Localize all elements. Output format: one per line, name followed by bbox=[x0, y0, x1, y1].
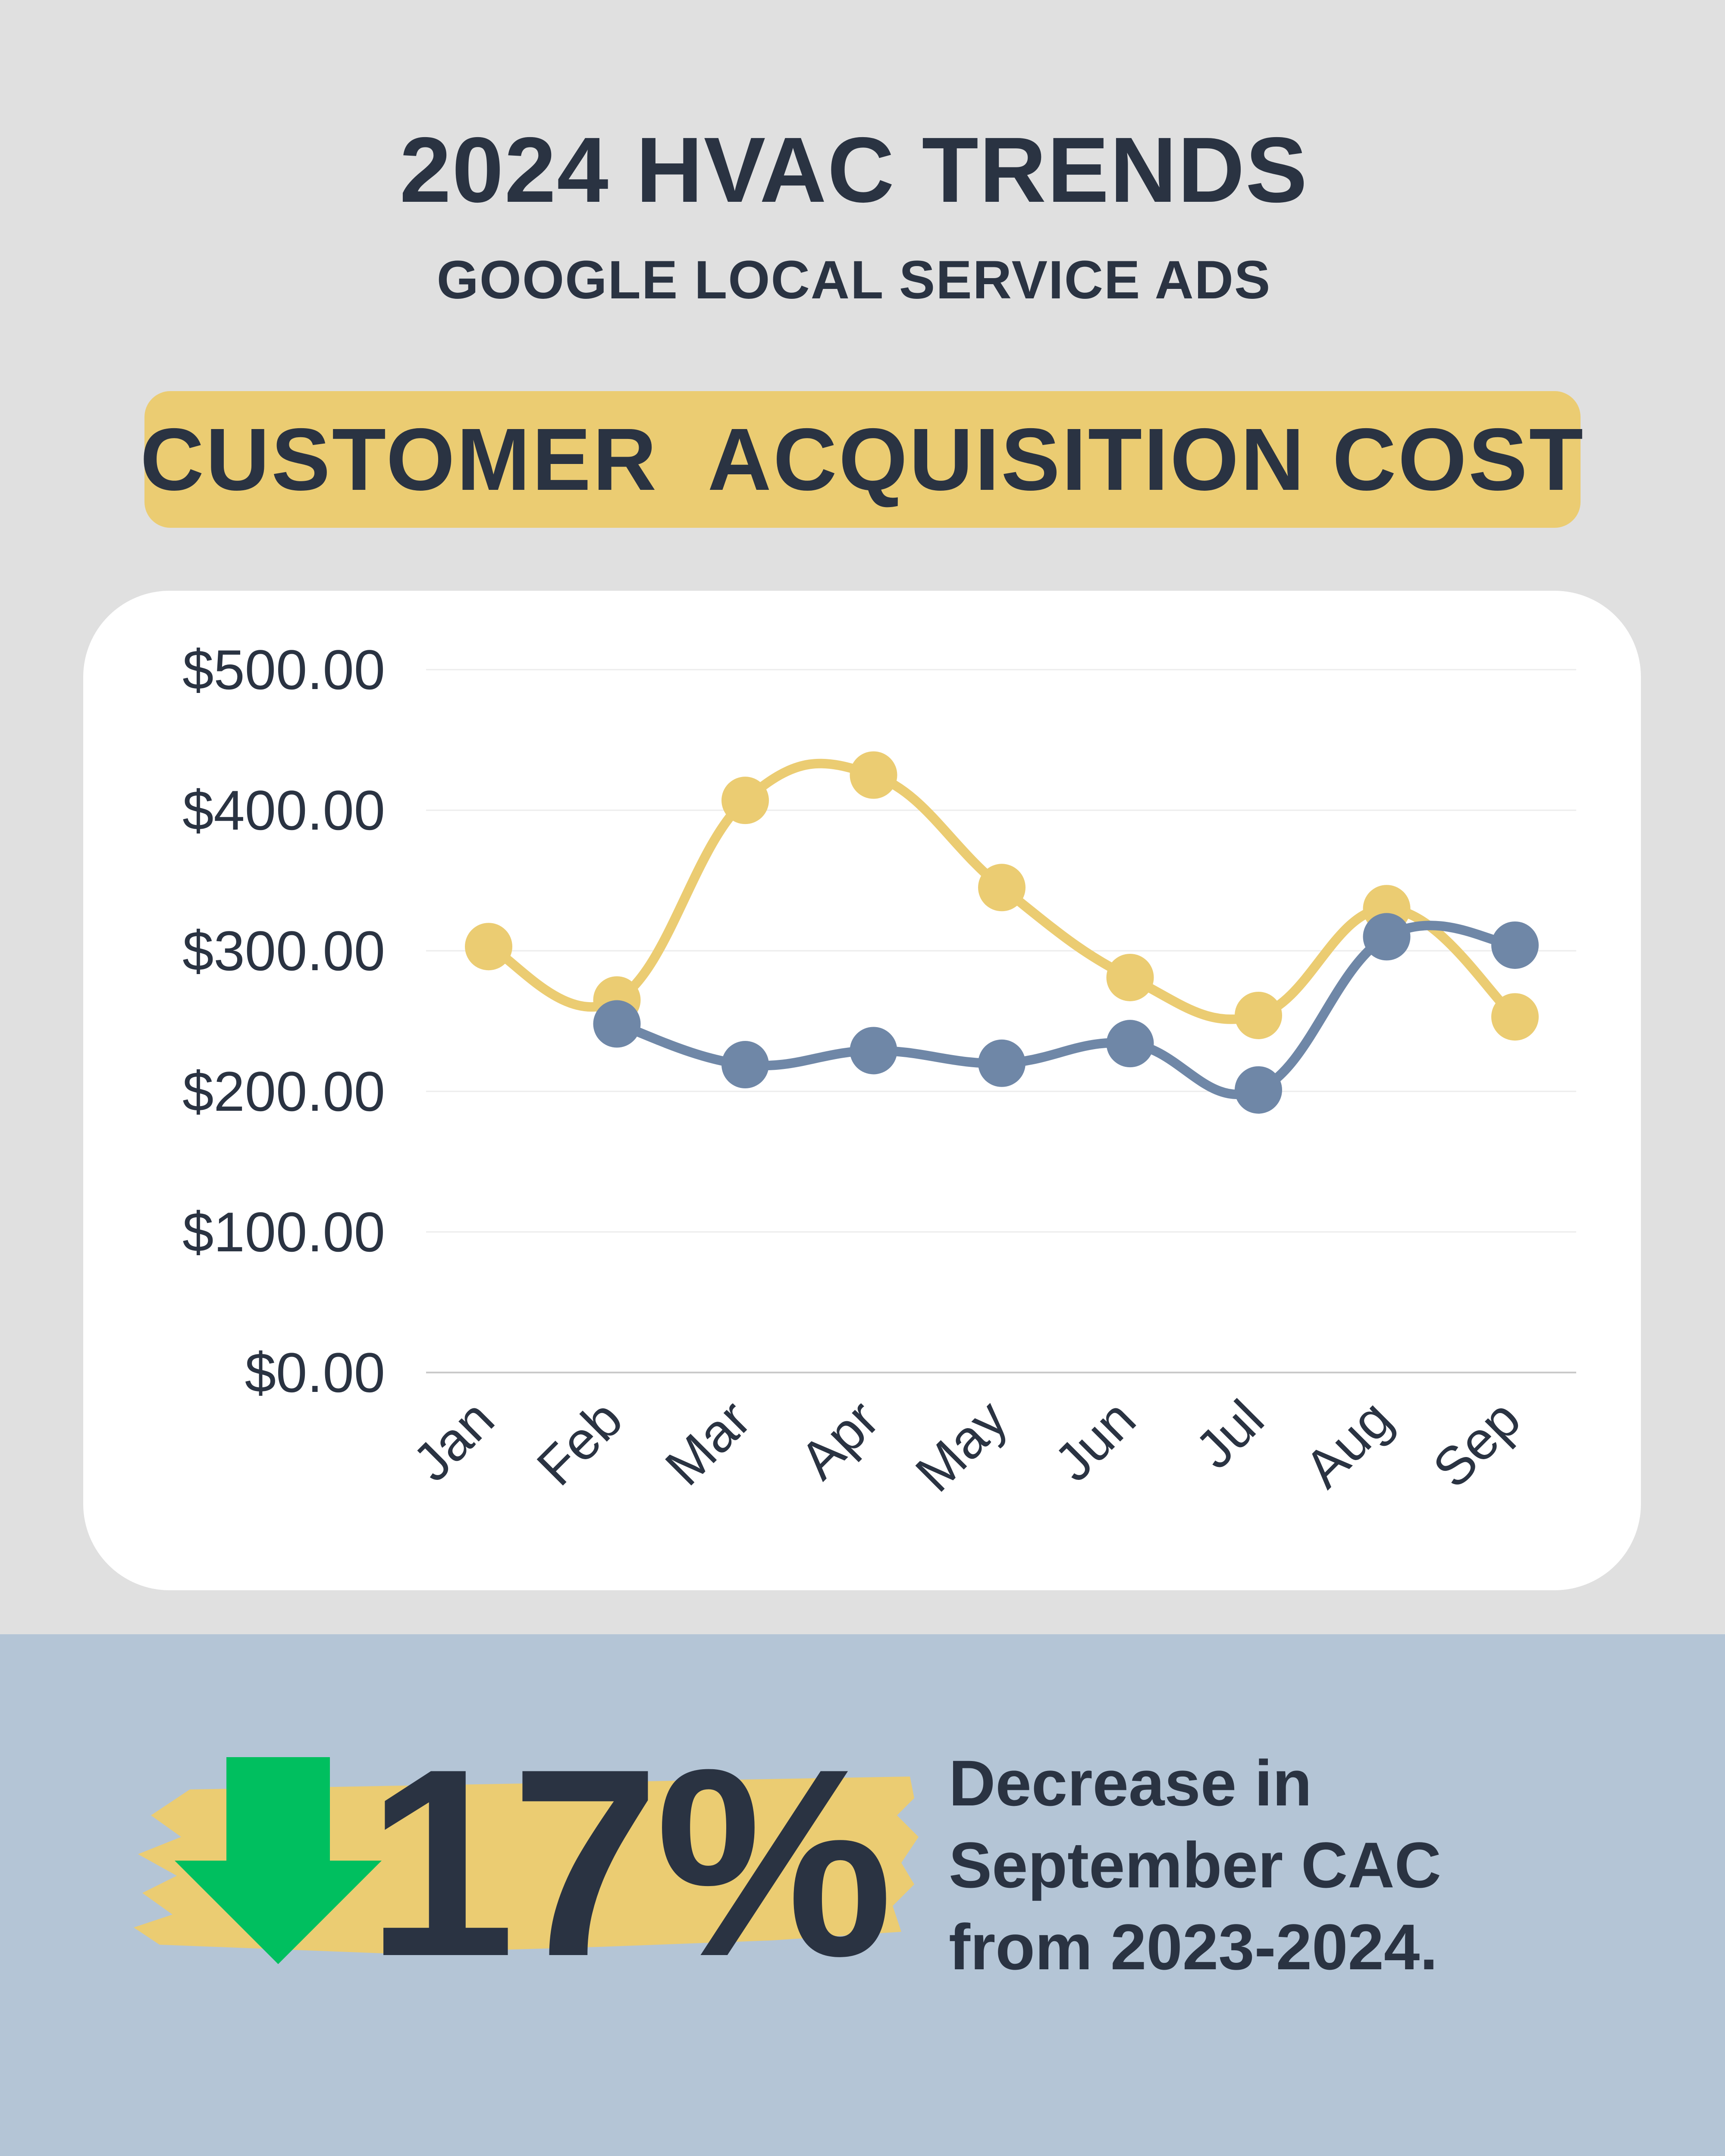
stat-line-3: from 2023-2024. bbox=[949, 1911, 1438, 1983]
page-subtitle: GOOGLE LOCAL SERVICE ADS bbox=[436, 250, 1271, 310]
series-2-point bbox=[1235, 1066, 1282, 1114]
stat-line-2: September CAC bbox=[949, 1829, 1441, 1901]
y-tick-label: $400.00 bbox=[182, 779, 385, 842]
series-1-point bbox=[978, 864, 1026, 912]
series-2-point bbox=[850, 1027, 897, 1075]
line-chart: $0.00 $100.00 $200.00 $300.00 $400.00 $500.00… bbox=[182, 638, 1576, 1503]
x-tick-label: Sep bbox=[1422, 1389, 1532, 1499]
x-tick-label: Apr bbox=[789, 1389, 891, 1491]
stat-value: 17% bbox=[367, 1714, 893, 2012]
stat-line-1: Decrease in bbox=[949, 1747, 1312, 1819]
series-1-point bbox=[1106, 953, 1154, 1001]
series-2-point bbox=[593, 1000, 641, 1048]
x-tick-label: Mar bbox=[654, 1389, 762, 1497]
y-tick-label: $100.00 bbox=[182, 1200, 385, 1263]
y-tick-label: $500.00 bbox=[182, 638, 385, 701]
series-2-point bbox=[1363, 913, 1411, 961]
page-title: 2024 HVAC TRENDS bbox=[399, 118, 1308, 222]
y-tick-label: $300.00 bbox=[182, 919, 385, 982]
series-2-point bbox=[1106, 1020, 1154, 1068]
y-tick-label: $0.00 bbox=[245, 1341, 385, 1404]
y-tick-label: $200.00 bbox=[182, 1060, 385, 1123]
series-1-point bbox=[1235, 991, 1282, 1039]
series-1-point bbox=[850, 751, 897, 799]
x-tick-label: May bbox=[904, 1388, 1019, 1503]
down-arrow-icon bbox=[175, 1757, 382, 1964]
series-1-point bbox=[1491, 993, 1539, 1041]
metric-banner-label: CUSTOMER ACQUISITION COST bbox=[140, 410, 1585, 509]
series-2-point bbox=[978, 1039, 1026, 1087]
series-2-point bbox=[721, 1041, 769, 1089]
stat-description: Decrease in September CAC from 2023-2024… bbox=[949, 1742, 1682, 1988]
series-2-point bbox=[1491, 921, 1539, 969]
series-1-point bbox=[721, 777, 769, 824]
chart-card: $0.00 $100.00 $200.00 $300.00 $400.00 $500.00… bbox=[83, 591, 1641, 1590]
x-tick-label: Feb bbox=[526, 1389, 634, 1497]
metric-banner: CUSTOMER ACQUISITION COST bbox=[140, 391, 1583, 528]
x-tick-label: Jul bbox=[1184, 1389, 1275, 1480]
x-tick-label: Jun bbox=[1043, 1389, 1147, 1493]
x-tick-label: Aug bbox=[1293, 1389, 1404, 1499]
x-tick-label: Jan bbox=[401, 1389, 505, 1493]
series-1-point bbox=[465, 923, 512, 971]
